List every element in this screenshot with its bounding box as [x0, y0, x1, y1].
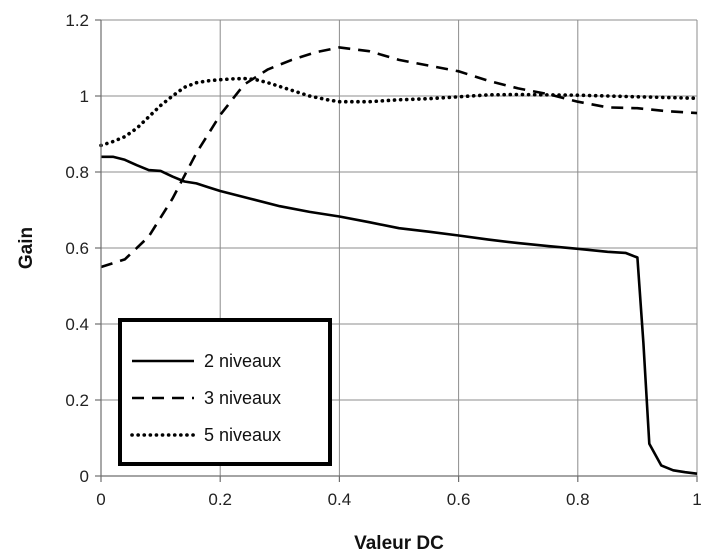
legend-label-1: 2 niveaux: [204, 351, 281, 371]
legend-label-2: 3 niveaux: [204, 388, 281, 408]
y-tick-label: 1.2: [65, 11, 89, 30]
axes: [95, 19, 698, 482]
series-line-2: [100, 46, 698, 269]
y-tick-label: 1: [80, 87, 89, 106]
x-axis-title: Valeur DC: [354, 533, 444, 554]
x-tick-label: 1: [692, 490, 701, 509]
y-axis-title: Gain: [16, 227, 37, 269]
y-tick-label: 0: [80, 467, 89, 486]
legend: 2 niveaux 3 niveaux 5 niveaux: [118, 318, 332, 466]
x-tick-label: 0.2: [208, 490, 232, 509]
series-line-1: [101, 155, 698, 475]
y-tick-label: 0.2: [65, 391, 89, 410]
legend-box: [118, 318, 332, 466]
y-tick-label: 0.8: [65, 163, 89, 182]
x-tick-label: 0.8: [566, 490, 590, 509]
series-layer: [99, 46, 699, 475]
y-tick-label: 0.4: [65, 315, 89, 334]
x-tick-label: 0.4: [328, 490, 352, 509]
series-line-3: [99, 76, 699, 148]
legend-label-3: 5 niveaux: [204, 425, 281, 445]
x-tick-label: 0.6: [447, 490, 471, 509]
tick-labels: 0 0.2 0.4 0.6 0.8 1 1.2 0 0.2 0.4 0.6 0.8 1: [65, 11, 701, 509]
y-tick-label: 0.6: [65, 239, 89, 258]
x-tick-label: 0: [96, 490, 105, 509]
